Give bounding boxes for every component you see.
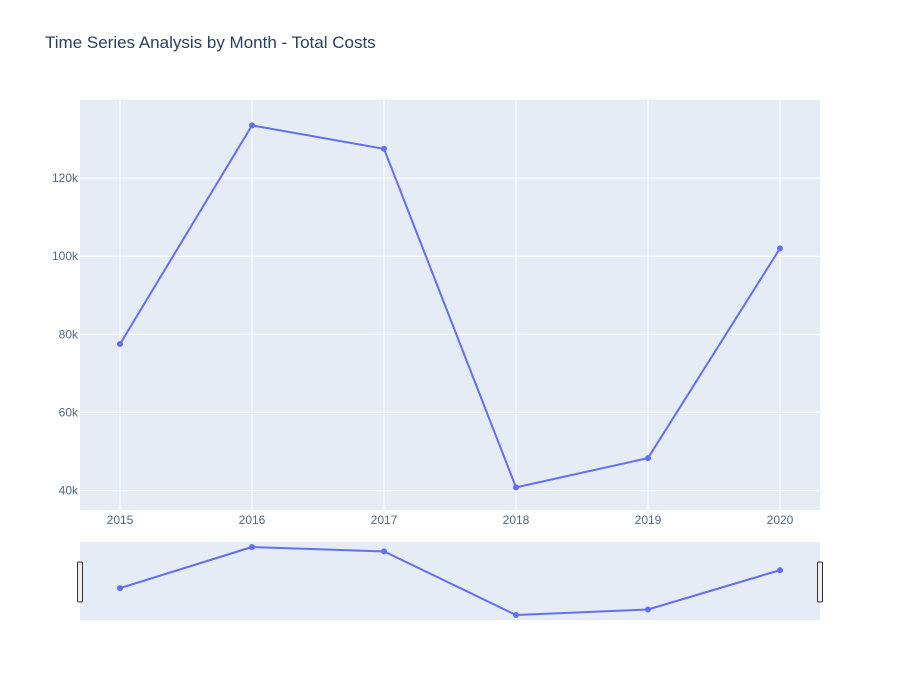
range-slider-right-handle[interactable]	[817, 561, 823, 603]
data-point[interactable]	[645, 455, 651, 462]
x-tick-label: 2018	[503, 513, 530, 527]
range-slider-point	[777, 567, 783, 574]
plot-area[interactable]	[80, 100, 820, 510]
y-axis: 40k 60k 80k 100k 120k	[52, 171, 79, 497]
data-point[interactable]	[513, 484, 519, 491]
y-tick-label: 80k	[59, 327, 79, 341]
x-axis: 2015 2016 2017 2018 2019 2020	[107, 513, 794, 527]
range-slider-series	[117, 544, 783, 618]
x-tick-label: 2019	[635, 513, 662, 527]
range-slider-point	[645, 606, 651, 613]
range-slider-line	[119, 546, 781, 616]
range-slider-point	[249, 544, 255, 550]
data-point[interactable]	[249, 122, 255, 129]
range-slider[interactable]	[80, 542, 820, 620]
data-point[interactable]	[777, 245, 783, 252]
y-tick-label: 60k	[59, 405, 79, 419]
x-tick-label: 2016	[239, 513, 266, 527]
series-layer	[117, 122, 783, 491]
y-tick-label: 100k	[52, 249, 79, 263]
series-line	[119, 124, 781, 489]
range-slider-point	[381, 548, 387, 555]
x-tick-label: 2015	[107, 513, 134, 527]
x-tick-label: 2020	[767, 513, 794, 527]
chart-title: Time Series Analysis by Month - Total Co…	[45, 33, 376, 52]
grid-lines	[80, 100, 820, 510]
y-tick-label: 120k	[52, 171, 79, 185]
data-point[interactable]	[117, 341, 123, 348]
range-slider-left-handle[interactable]	[77, 561, 83, 603]
x-tick-label: 2017	[371, 513, 398, 527]
range-slider-point	[513, 612, 519, 618]
y-tick-label: 40k	[59, 483, 79, 497]
range-slider-point	[117, 585, 123, 592]
data-point[interactable]	[381, 145, 387, 152]
